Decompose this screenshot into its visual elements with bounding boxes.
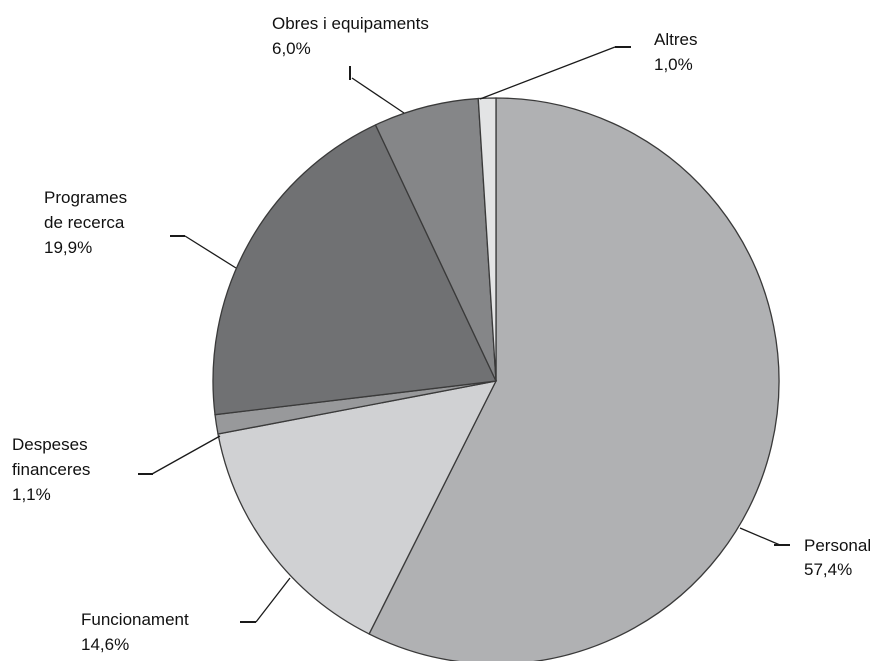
slice-label-despeses-name-line1: Despeses [12, 435, 88, 454]
slice-labels: Personal 57,4% Funcionament 14,6% Despes… [12, 14, 871, 654]
slice-label-programes-value: 19,9% [44, 238, 92, 257]
slice-label-altres-value: 1,0% [654, 55, 693, 74]
slice-label-funcionament-name: Funcionament [81, 610, 189, 629]
pie-slice-funcionament [217, 380, 498, 635]
leader-line-obres [351, 77, 405, 114]
leader-line-altres [479, 46, 616, 100]
leader-line-despeses [151, 435, 221, 475]
slice-label-despeses-value: 1,1% [12, 485, 51, 504]
slice-label-personal-value: 57,4% [804, 560, 852, 579]
slice-label-obres-name: Obres i equipaments [272, 14, 429, 33]
slice-label-altres-name: Altres [654, 30, 697, 49]
leader-line-programes [184, 235, 237, 269]
slice-label-programes-name-line1: Programes [44, 188, 127, 207]
pie-slices [212, 97, 780, 661]
leader-line-funcionament [255, 577, 291, 623]
leader-line-personal [739, 527, 781, 546]
slice-label-personal-name: Personal [804, 536, 871, 555]
slice-label-programes-name-line2: de recerca [44, 213, 125, 232]
pie-slice-personal [368, 97, 780, 661]
pie-slice-altres [477, 97, 497, 382]
slice-label-despeses-name-line2: financeres [12, 460, 90, 479]
slice-label-obres-value: 6,0% [272, 39, 311, 58]
slice-label-funcionament-value: 14,6% [81, 635, 129, 654]
pie-slice-programes-de-recerca [212, 124, 497, 416]
leader-lines [138, 46, 790, 623]
